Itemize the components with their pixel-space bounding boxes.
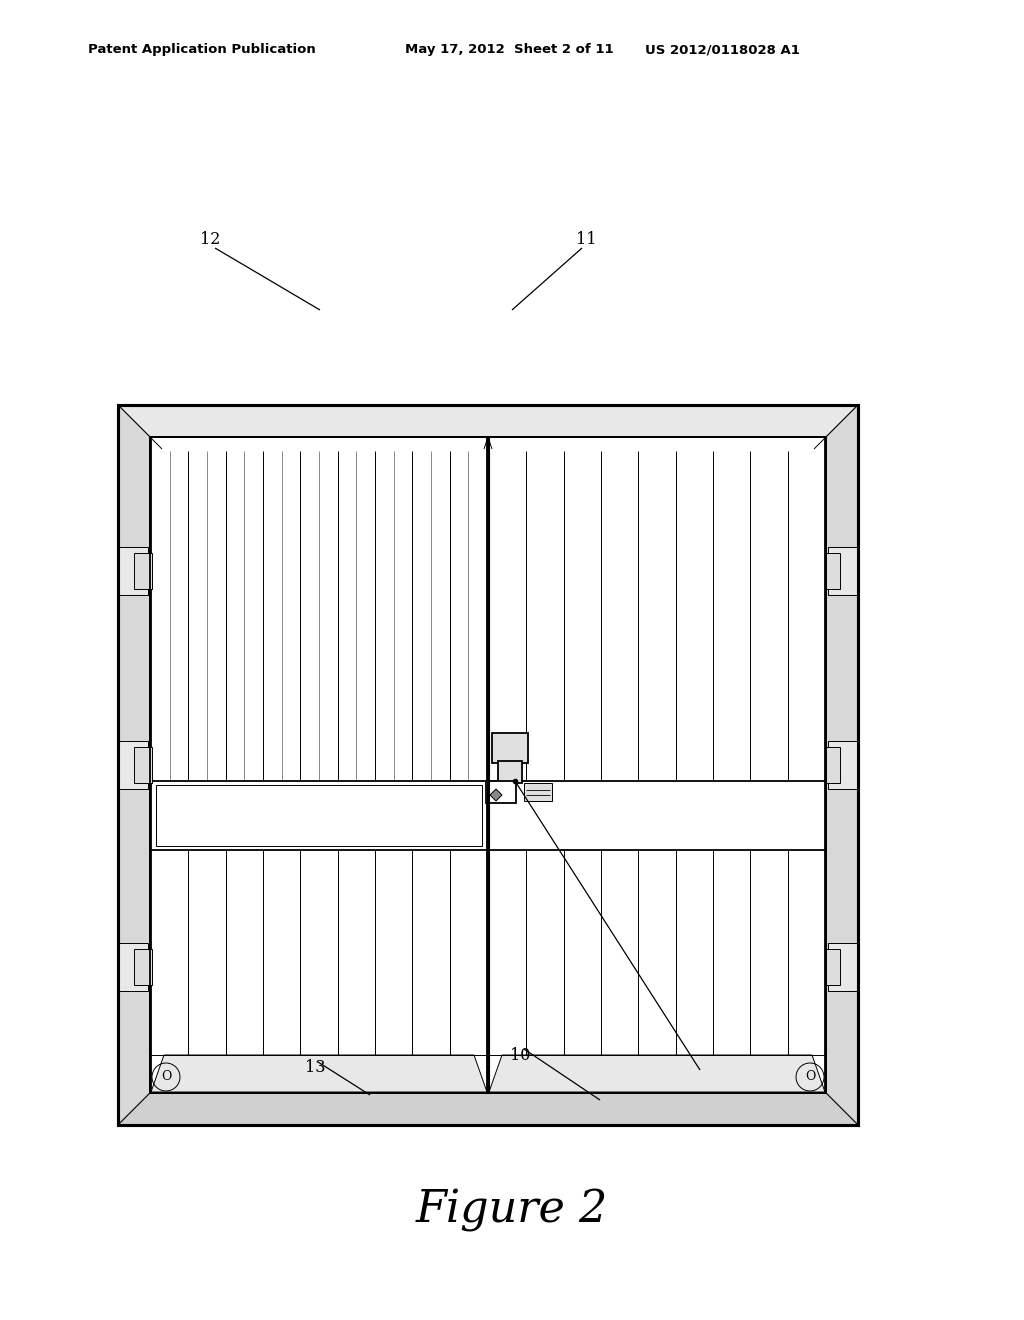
Bar (150, 437, 826, 1093)
Bar (489, 437, 825, 1093)
Polygon shape (490, 789, 502, 801)
Bar (828, 741, 858, 789)
Bar (826, 553, 840, 589)
Text: 10: 10 (510, 1047, 530, 1064)
Bar (486, 781, 516, 803)
Bar (524, 783, 552, 801)
Bar (151, 437, 487, 1093)
Text: 13: 13 (305, 1060, 326, 1077)
Bar (826, 949, 840, 985)
Text: O: O (161, 1071, 171, 1084)
Bar (151, 437, 487, 1093)
Bar (828, 942, 858, 990)
Bar (118, 405, 858, 1125)
Bar (118, 405, 858, 1125)
Bar (118, 741, 148, 789)
Text: O: O (805, 1071, 815, 1084)
Bar (489, 437, 825, 1093)
Text: 11: 11 (575, 231, 597, 248)
Text: May 17, 2012  Sheet 2 of 11: May 17, 2012 Sheet 2 of 11 (406, 44, 613, 57)
Polygon shape (118, 1093, 858, 1125)
Bar (156, 785, 482, 846)
Bar (134, 553, 152, 589)
Bar (134, 949, 152, 985)
Bar (118, 546, 148, 594)
Polygon shape (489, 1055, 825, 1092)
Bar (118, 942, 148, 990)
Bar (492, 733, 528, 763)
Text: US 2012/0118028 A1: US 2012/0118028 A1 (645, 44, 800, 57)
Bar (134, 747, 152, 783)
Bar (828, 546, 858, 594)
Text: Patent Application Publication: Patent Application Publication (88, 44, 315, 57)
Polygon shape (118, 405, 858, 437)
Text: 12: 12 (200, 231, 220, 248)
Text: Figure 2: Figure 2 (416, 1188, 608, 1232)
Polygon shape (151, 1055, 487, 1092)
Polygon shape (118, 405, 150, 1125)
Bar (498, 762, 522, 783)
Bar (150, 437, 826, 1093)
Bar (826, 747, 840, 783)
Polygon shape (826, 405, 858, 1125)
Bar (150, 1055, 826, 1093)
